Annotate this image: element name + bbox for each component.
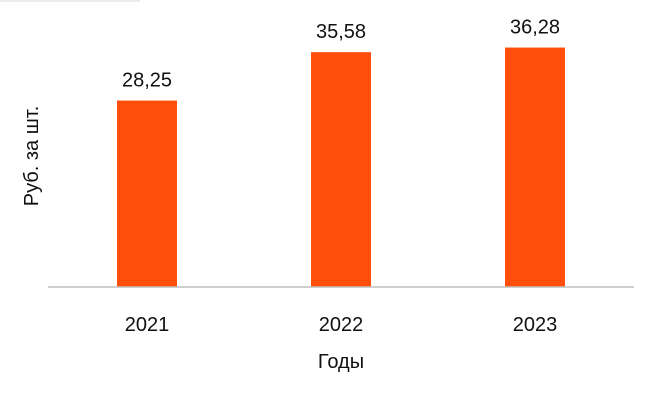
bar-2022 xyxy=(311,52,371,288)
bar-2023 xyxy=(505,47,565,287)
x-axis-title: Годы xyxy=(318,351,364,373)
x-tick-label-2022: 2022 xyxy=(319,314,364,336)
labels-layer: 28,25 2021 35,58 2022 36,28 2023 xyxy=(122,17,560,336)
bar-2021 xyxy=(117,100,177,287)
data-label-2023: 36,28 xyxy=(510,17,560,39)
x-tick-label-2021: 2021 xyxy=(125,314,170,336)
y-axis-title: Руб. за шт. xyxy=(21,106,43,207)
data-label-2022: 35,58 xyxy=(316,21,366,43)
x-tick-label-2023: 2023 xyxy=(513,314,558,336)
bars-layer xyxy=(117,47,565,288)
data-label-2021: 28,25 xyxy=(122,70,172,92)
